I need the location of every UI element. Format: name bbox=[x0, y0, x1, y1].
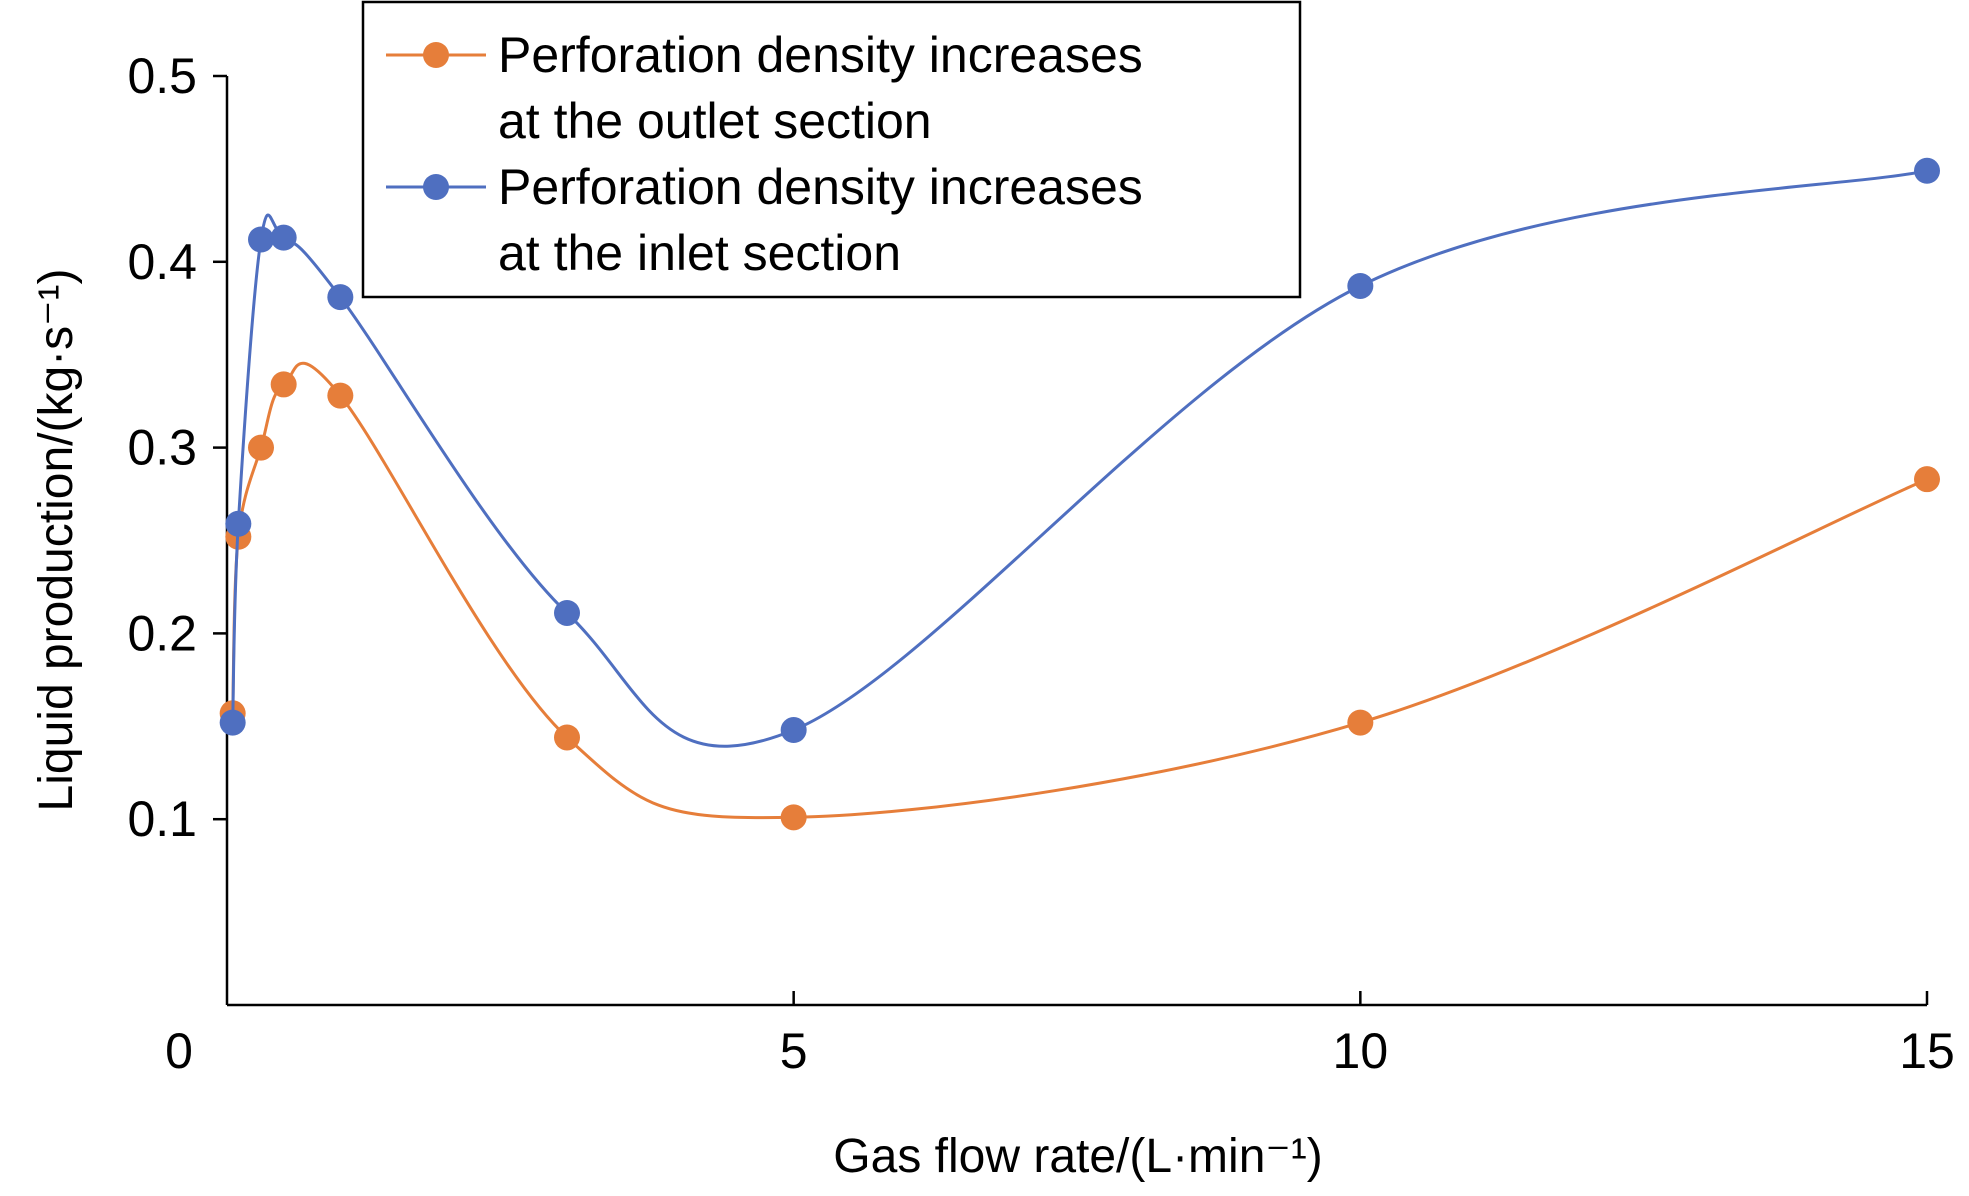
legend-label: Perforation density increases bbox=[498, 27, 1143, 83]
data-point bbox=[225, 510, 252, 537]
y-tick-label: 0.1 bbox=[127, 791, 197, 847]
legend: Perforation density increases at the outl… bbox=[361, 0, 1302, 299]
data-point bbox=[1914, 466, 1940, 493]
x-tick-label: 5 bbox=[780, 1023, 808, 1079]
series-layer bbox=[219, 157, 1940, 831]
data-point bbox=[1347, 272, 1374, 299]
legend-box bbox=[361, 0, 1302, 299]
data-point bbox=[327, 284, 354, 311]
data-point bbox=[1347, 709, 1374, 736]
y-ticks: 0.1 0.2 0.3 0.4 0.5 bbox=[127, 48, 227, 847]
legend-label: at the inlet section bbox=[498, 225, 901, 281]
x-tick-label: 15 bbox=[1899, 1023, 1955, 1079]
data-point bbox=[780, 804, 807, 831]
data-point bbox=[327, 382, 354, 409]
x-axis-title: Gas flow rate/(L·min⁻¹) bbox=[833, 1130, 1322, 1183]
x-ticks: 0 5 10 15 bbox=[165, 991, 1955, 1079]
series-1 bbox=[219, 361, 1940, 831]
legend-label: at the outlet section bbox=[498, 93, 932, 149]
y-tick-label: 0.2 bbox=[127, 605, 197, 661]
x-tick-label: 0 bbox=[165, 1023, 193, 1079]
data-point bbox=[780, 717, 807, 744]
legend-marker bbox=[423, 174, 449, 200]
series-line bbox=[231, 361, 1928, 820]
series-2 bbox=[219, 157, 1940, 748]
data-point bbox=[248, 434, 274, 461]
data-point bbox=[270, 224, 297, 251]
data-point bbox=[554, 599, 580, 626]
legend-marker bbox=[423, 42, 449, 68]
data-point bbox=[1914, 157, 1940, 184]
y-tick-label: 0.5 bbox=[127, 48, 197, 104]
data-point bbox=[554, 724, 580, 751]
x-tick-label: 10 bbox=[1333, 1023, 1389, 1079]
legend-label: Perforation density increases bbox=[498, 159, 1143, 215]
data-point bbox=[270, 371, 297, 398]
y-tick-label: 0.3 bbox=[127, 420, 197, 476]
data-point bbox=[219, 709, 246, 736]
data-point bbox=[248, 226, 274, 253]
y-axis-title: Liquid production/(kg·s⁻¹) bbox=[30, 269, 83, 812]
y-tick-label: 0.4 bbox=[127, 234, 197, 290]
